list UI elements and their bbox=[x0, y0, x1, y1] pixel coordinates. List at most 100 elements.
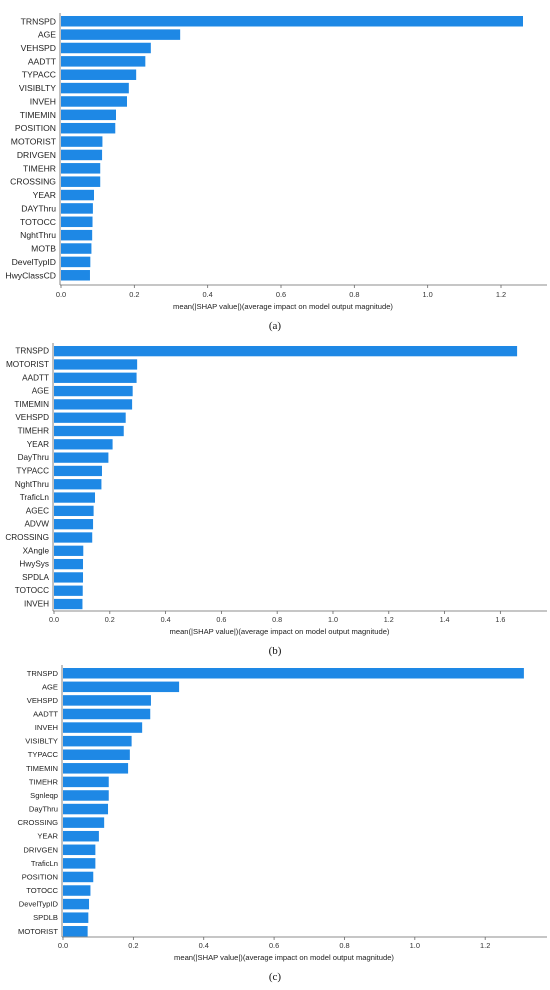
x-tick-label: 1.0 bbox=[410, 941, 420, 950]
bar-crossing bbox=[61, 176, 101, 187]
bar-vehspd bbox=[54, 412, 126, 423]
category-label: AGE bbox=[42, 682, 58, 691]
bar-motorist bbox=[61, 136, 103, 147]
bar-xangle bbox=[54, 545, 84, 556]
category-label: YEAR bbox=[37, 832, 58, 841]
bar-trnspd bbox=[61, 16, 523, 27]
category-label: AADTT bbox=[33, 709, 58, 718]
bar-visiblty bbox=[63, 735, 132, 747]
x-tick-label: 1.2 bbox=[384, 615, 394, 624]
category-label: DRIVGEN bbox=[17, 150, 56, 160]
category-label: TRNSPD bbox=[27, 669, 59, 678]
category-label: MOTORIST bbox=[6, 360, 49, 369]
bar-daythru bbox=[61, 203, 93, 214]
bar-drivgen bbox=[61, 149, 103, 161]
x-tick-label: 0.0 bbox=[58, 941, 68, 950]
category-label: VISIBLTY bbox=[19, 83, 56, 93]
category-label: TraficLn bbox=[31, 859, 58, 868]
category-label: VEHSPD bbox=[27, 696, 59, 705]
x-tick-label: 1.2 bbox=[480, 941, 490, 950]
bar-typacc bbox=[63, 749, 130, 760]
category-label: VEHSPD bbox=[21, 43, 56, 53]
bar-nghtthru bbox=[61, 229, 93, 241]
category-label: INVEH bbox=[24, 600, 49, 609]
category-label: NghtThru bbox=[20, 230, 56, 240]
bar-age bbox=[61, 29, 181, 40]
bar-traficln bbox=[54, 492, 96, 503]
category-label: TIMEHR bbox=[23, 163, 56, 173]
x-tick-label: 0.4 bbox=[161, 615, 171, 624]
bar-timemin bbox=[61, 109, 116, 121]
bar-typacc bbox=[54, 465, 102, 477]
category-label: HwyClassCD bbox=[5, 270, 56, 280]
x-tick-label: 1.6 bbox=[495, 615, 505, 624]
chart-panel-3: TRNSPD AGE VEHSPD AADTT INVEH VISIBLTY TYPACC T… bbox=[17, 665, 547, 983]
category-label: CROSSING bbox=[10, 177, 56, 187]
category-label: TYPACC bbox=[16, 466, 49, 475]
category-label: DevelTypID bbox=[19, 900, 59, 909]
x-tick-label: 0.6 bbox=[276, 290, 286, 299]
bar-trnspd bbox=[54, 346, 518, 357]
category-label: XAngle bbox=[23, 546, 50, 555]
x-tick-label: 0.4 bbox=[203, 290, 213, 299]
category-label: TOTOCC bbox=[20, 217, 56, 227]
category-label: TIMEHR bbox=[18, 427, 49, 436]
x-tick-label: 0.2 bbox=[129, 290, 139, 299]
bar-drivgen bbox=[63, 844, 96, 856]
category-label: MOTORIST bbox=[11, 137, 57, 147]
bar-daythru bbox=[63, 803, 109, 815]
bar-crossing bbox=[63, 817, 105, 828]
category-label: DRIVGEN bbox=[23, 845, 58, 854]
category-label: AADTT bbox=[28, 56, 57, 66]
category-label: TIMEHR bbox=[29, 777, 59, 786]
bar-inveh bbox=[63, 722, 143, 733]
bar-traficln bbox=[63, 858, 96, 869]
x-tick-label: 0.0 bbox=[49, 615, 59, 624]
panel-label: (a) bbox=[269, 320, 282, 332]
category-label: TIMEMIN bbox=[26, 764, 58, 773]
category-label: TraficLn bbox=[20, 493, 50, 502]
category-label: VISIBLTY bbox=[25, 737, 58, 746]
category-label: SPDLA bbox=[22, 573, 49, 582]
bar-timemin bbox=[63, 763, 129, 774]
bar-vehspd bbox=[61, 42, 151, 54]
x-axis-title: mean(|SHAP value|)(average impact on mod… bbox=[174, 953, 394, 962]
x-tick-label: 0.0 bbox=[56, 290, 66, 299]
category-label: MOTB bbox=[31, 244, 56, 254]
bar-vehspd bbox=[63, 695, 151, 706]
category-label: SPDLB bbox=[33, 913, 58, 922]
bar-agec bbox=[54, 505, 94, 517]
x-tick-label: 1.4 bbox=[440, 615, 450, 624]
category-label: INVEH bbox=[35, 723, 58, 732]
bar-hwyclasscd bbox=[61, 270, 90, 281]
bar-crossing bbox=[54, 532, 93, 543]
category-label: YEAR bbox=[27, 440, 49, 449]
category-label: CROSSING bbox=[17, 818, 58, 827]
bar-aadtt bbox=[61, 56, 146, 67]
category-label: Sgnleqp bbox=[30, 791, 58, 800]
bar-inveh bbox=[61, 96, 127, 107]
bar-daythru bbox=[54, 452, 109, 463]
panel-label: (b) bbox=[269, 645, 282, 657]
category-label: DevelTypID bbox=[12, 257, 56, 267]
bar-timehr bbox=[54, 425, 124, 437]
bar-age bbox=[63, 681, 180, 693]
panel-label: (c) bbox=[269, 971, 282, 983]
bar-advw bbox=[54, 519, 94, 530]
bar-motorist bbox=[54, 359, 138, 370]
x-axis-title: mean(|SHAP value|)(average impact on mod… bbox=[173, 302, 393, 311]
chart-panel-2: TRNSPD MOTORIST AADTT AGE TIMEMIN VEHSPD TIMEH… bbox=[5, 343, 547, 657]
bar-year bbox=[63, 830, 99, 842]
x-tick-label: 0.4 bbox=[199, 941, 209, 950]
bar-age bbox=[54, 385, 133, 397]
chart-panel-1: TRNSPD AGE VEHSPD AADTT TYPACC VISIBLTY INVEH T… bbox=[5, 13, 547, 332]
category-label: TIMEMIN bbox=[20, 110, 56, 120]
bar-totocc bbox=[63, 885, 91, 896]
x-tick-label: 0.6 bbox=[216, 615, 226, 624]
category-label: TIMEMIN bbox=[14, 400, 49, 409]
x-tick-label: 0.2 bbox=[128, 941, 138, 950]
category-label: ADVW bbox=[24, 520, 49, 529]
bar-motorist bbox=[63, 926, 88, 937]
bar-timehr bbox=[63, 776, 109, 788]
